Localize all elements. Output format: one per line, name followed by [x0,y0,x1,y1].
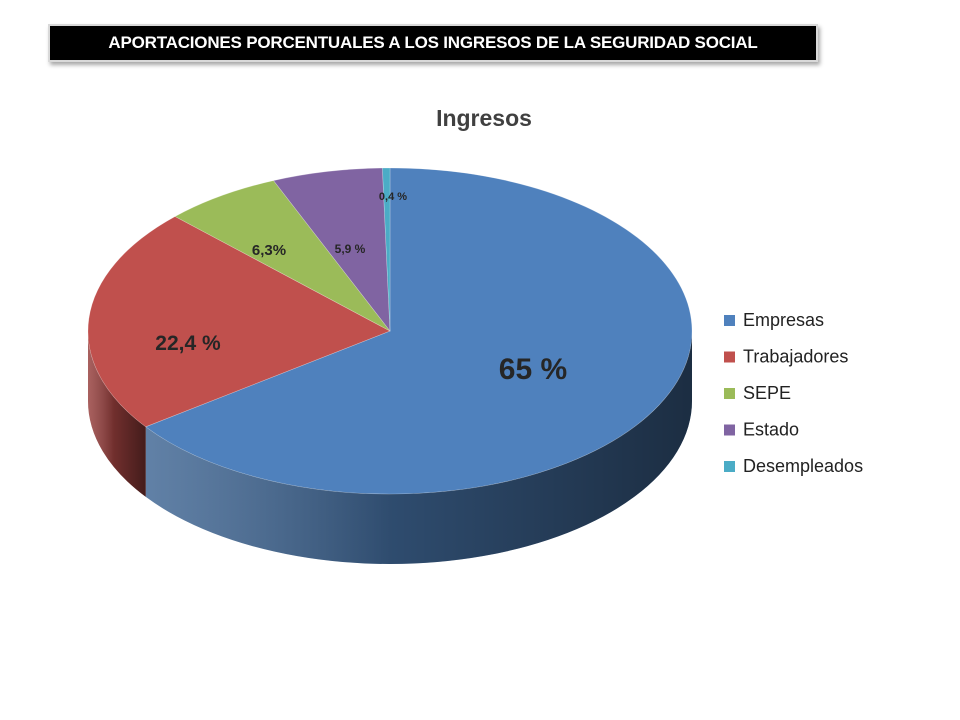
data-label-estado: 5,9 % [335,242,366,256]
data-label-sepe: 6,3% [252,242,286,259]
legend-swatch-sepe [724,388,735,399]
slice-empresas [145,167,693,495]
data-label-empresas: 65 % [499,353,567,386]
banner-text: APORTACIONES PORCENTUALES A LOS INGRESOS… [108,33,758,52]
slice-estado [273,167,391,332]
chart-legend: Empresas Trabajadores SEPE Estado Desemplead… [724,310,863,476]
legend-swatch-empresas [724,315,735,326]
slice-sepe [174,180,391,332]
legend-swatch-trabajadores [724,351,735,363]
chart-title: Ingresos [436,105,532,131]
legend-swatch-estado [724,424,735,436]
legend-label-sepe: SEPE [743,383,791,403]
slice-desempleados [382,167,391,332]
data-label-desempleados: 0,4 % [379,191,407,203]
slice-side-shade-trabajadores [88,331,146,497]
legend-label-trabajadores: Trabajadores [743,347,848,367]
pie-labels: 65 % 22,4 % 6,3% 5,9 % 0,4 % [155,191,567,386]
legend-swatch-desempleados [724,461,735,472]
slice-side-shade-empresas [145,331,692,564]
legend-label-empresas: Empresas [743,310,824,330]
page-banner: APORTACIONES PORCENTUALES A LOS INGRESOS… [48,24,818,62]
slice-trabajadores [87,216,391,428]
pie-top [87,167,693,495]
legend-label-estado: Estado [743,420,799,440]
pie-sides [88,331,692,564]
legend-label-desempleados: Desempleados [743,456,863,476]
data-label-trabajadores: 22,4 % [155,332,221,355]
